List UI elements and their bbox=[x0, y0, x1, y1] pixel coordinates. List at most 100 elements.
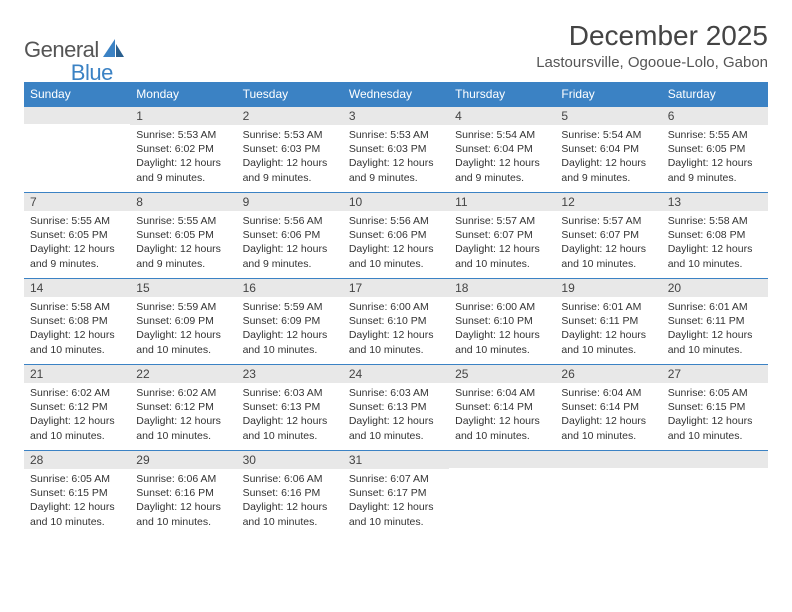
day-details: Sunrise: 6:06 AMSunset: 6:16 PMDaylight:… bbox=[130, 469, 236, 535]
day-number: 31 bbox=[343, 450, 449, 469]
day-detail-line: Daylight: 12 hours bbox=[561, 242, 655, 256]
day-number: 21 bbox=[24, 364, 130, 383]
day-header: Tuesday bbox=[237, 82, 343, 106]
day-number: 9 bbox=[237, 192, 343, 211]
day-detail-line: Sunrise: 6:01 AM bbox=[668, 300, 762, 314]
day-detail-line: Sunset: 6:07 PM bbox=[455, 228, 549, 242]
day-detail-line: Sunrise: 5:56 AM bbox=[243, 214, 337, 228]
calendar-cell: 2Sunrise: 5:53 AMSunset: 6:03 PMDaylight… bbox=[237, 106, 343, 192]
calendar-body: 1Sunrise: 5:53 AMSunset: 6:02 PMDaylight… bbox=[24, 106, 768, 536]
calendar-cell: 6Sunrise: 5:55 AMSunset: 6:05 PMDaylight… bbox=[662, 106, 768, 192]
day-detail-line: and 10 minutes. bbox=[561, 257, 655, 271]
day-detail-line: Sunrise: 6:02 AM bbox=[30, 386, 124, 400]
empty-day-head bbox=[449, 450, 555, 468]
day-detail-line: Daylight: 12 hours bbox=[30, 414, 124, 428]
day-detail-line: and 9 minutes. bbox=[349, 171, 443, 185]
day-detail-line: and 9 minutes. bbox=[243, 257, 337, 271]
day-detail-line: Sunset: 6:05 PM bbox=[136, 228, 230, 242]
day-detail-line: and 10 minutes. bbox=[30, 515, 124, 529]
day-detail-line: Sunset: 6:12 PM bbox=[30, 400, 124, 414]
day-detail-line: Daylight: 12 hours bbox=[668, 328, 762, 342]
day-detail-line: Daylight: 12 hours bbox=[668, 414, 762, 428]
day-detail-line: Daylight: 12 hours bbox=[668, 156, 762, 170]
location-text: Lastoursville, Ogooue-Lolo, Gabon bbox=[536, 54, 768, 71]
calendar-cell: 20 Sunrise: 6:01 AMSunset: 6:11 PMDayligh… bbox=[662, 278, 768, 364]
calendar-head: SundayMondayTuesdayWednesdayThursdayFrid… bbox=[24, 82, 768, 106]
day-details: Sunrise: 5:57 AMSunset: 6:07 PMDaylight:… bbox=[555, 211, 661, 277]
day-number: 24 bbox=[343, 364, 449, 383]
logo-sail-icon bbox=[103, 39, 125, 62]
day-details: Sunrise: 6:07 AMSunset: 6:17 PMDaylight:… bbox=[343, 469, 449, 535]
calendar-cell: 12Sunrise: 5:57 AMSunset: 6:07 PMDayligh… bbox=[555, 192, 661, 278]
day-detail-line: and 10 minutes. bbox=[349, 343, 443, 357]
day-detail-line: Sunset: 6:13 PM bbox=[243, 400, 337, 414]
day-details: Sunrise: 6:05 AMSunset: 6:15 PMDaylight:… bbox=[662, 383, 768, 449]
day-details: Sunrise: 6:02 AMSunset: 6:12 PMDaylight:… bbox=[130, 383, 236, 449]
day-details: Sunrise: 6:04 AMSunset: 6:14 PMDaylight:… bbox=[449, 383, 555, 449]
calendar-cell: 25Sunrise: 6:04 AMSunset: 6:14 PMDayligh… bbox=[449, 364, 555, 450]
day-detail-line: Daylight: 12 hours bbox=[136, 328, 230, 342]
day-detail-line: Sunset: 6:04 PM bbox=[561, 142, 655, 156]
logo-text-blue: Blue bbox=[71, 60, 113, 86]
day-header: Wednesday bbox=[343, 82, 449, 106]
day-number: 5 bbox=[555, 106, 661, 125]
day-details: Sunrise: 6:03 AMSunset: 6:13 PMDaylight:… bbox=[237, 383, 343, 449]
calendar-cell: 21 Sunrise: 6:02 AMSunset: 6:12 PMDayligh… bbox=[24, 364, 130, 450]
calendar-cell: 15Sunrise: 5:59 AMSunset: 6:09 PMDayligh… bbox=[130, 278, 236, 364]
day-detail-line: Sunset: 6:07 PM bbox=[561, 228, 655, 242]
calendar-week-row: 7Sunrise: 5:55 AMSunset: 6:05 PMDaylight… bbox=[24, 192, 768, 278]
day-details: Sunrise: 5:59 AMSunset: 6:09 PMDaylight:… bbox=[237, 297, 343, 363]
day-number: 7 bbox=[24, 192, 130, 211]
calendar-cell: 10Sunrise: 5:56 AMSunset: 6:06 PMDayligh… bbox=[343, 192, 449, 278]
day-number: 3 bbox=[343, 106, 449, 125]
calendar-cell: 29Sunrise: 6:06 AMSunset: 6:16 PMDayligh… bbox=[130, 450, 236, 536]
day-number: 27 bbox=[662, 364, 768, 383]
day-details: Sunrise: 6:00 AMSunset: 6:10 PMDaylight:… bbox=[449, 297, 555, 363]
day-detail-line: Sunrise: 5:59 AM bbox=[136, 300, 230, 314]
day-detail-line: Sunset: 6:11 PM bbox=[561, 314, 655, 328]
day-details: Sunrise: 6:06 AMSunset: 6:16 PMDaylight:… bbox=[237, 469, 343, 535]
day-detail-line: and 10 minutes. bbox=[668, 343, 762, 357]
day-detail-line: Daylight: 12 hours bbox=[136, 242, 230, 256]
day-detail-line: Sunset: 6:09 PM bbox=[243, 314, 337, 328]
day-detail-line: and 10 minutes. bbox=[455, 343, 549, 357]
day-detail-line: Daylight: 12 hours bbox=[243, 328, 337, 342]
day-detail-line: and 9 minutes. bbox=[30, 257, 124, 271]
day-detail-line: and 9 minutes. bbox=[136, 257, 230, 271]
day-detail-line: Sunset: 6:10 PM bbox=[349, 314, 443, 328]
day-detail-line: Daylight: 12 hours bbox=[455, 242, 549, 256]
day-detail-line: Sunset: 6:11 PM bbox=[668, 314, 762, 328]
day-detail-line: and 10 minutes. bbox=[243, 515, 337, 529]
page: General Blue December 2025 Lastoursville… bbox=[0, 0, 792, 556]
day-detail-line: Sunset: 6:03 PM bbox=[349, 142, 443, 156]
calendar-cell: 13Sunrise: 5:58 AMSunset: 6:08 PMDayligh… bbox=[662, 192, 768, 278]
day-details: Sunrise: 5:57 AMSunset: 6:07 PMDaylight:… bbox=[449, 211, 555, 277]
calendar-cell: 14Sunrise: 5:58 AMSunset: 6:08 PMDayligh… bbox=[24, 278, 130, 364]
day-details: Sunrise: 5:53 AMSunset: 6:02 PMDaylight:… bbox=[130, 125, 236, 191]
logo: General Blue bbox=[24, 26, 113, 74]
day-number: 8 bbox=[130, 192, 236, 211]
day-details: Sunrise: 5:59 AMSunset: 6:09 PMDaylight:… bbox=[130, 297, 236, 363]
calendar-cell: 9Sunrise: 5:56 AMSunset: 6:06 PMDaylight… bbox=[237, 192, 343, 278]
day-number: 16 bbox=[237, 278, 343, 297]
day-detail-line: Sunrise: 6:04 AM bbox=[455, 386, 549, 400]
day-detail-line: Daylight: 12 hours bbox=[243, 414, 337, 428]
day-number: 2 bbox=[237, 106, 343, 125]
day-header: Thursday bbox=[449, 82, 555, 106]
day-detail-line: Sunrise: 6:06 AM bbox=[243, 472, 337, 486]
day-detail-line: Sunset: 6:09 PM bbox=[136, 314, 230, 328]
day-detail-line: Daylight: 12 hours bbox=[561, 156, 655, 170]
calendar-cell: 11Sunrise: 5:57 AMSunset: 6:07 PMDayligh… bbox=[449, 192, 555, 278]
day-details: Sunrise: 6:04 AMSunset: 6:14 PMDaylight:… bbox=[555, 383, 661, 449]
day-detail-line: Sunset: 6:10 PM bbox=[455, 314, 549, 328]
day-details: Sunrise: 6:03 AMSunset: 6:13 PMDaylight:… bbox=[343, 383, 449, 449]
day-detail-line: and 9 minutes. bbox=[455, 171, 549, 185]
calendar-week-row: 21Sunrise: 6:02 AMSunset: 6:12 PMDayligh… bbox=[24, 364, 768, 450]
day-detail-line: and 10 minutes. bbox=[561, 429, 655, 443]
day-detail-line: and 10 minutes. bbox=[349, 257, 443, 271]
day-number: 26 bbox=[555, 364, 661, 383]
day-detail-line: Sunset: 6:17 PM bbox=[349, 486, 443, 500]
calendar-cell: 7Sunrise: 5:55 AMSunset: 6:05 PMDaylight… bbox=[24, 192, 130, 278]
day-detail-line: Sunset: 6:05 PM bbox=[30, 228, 124, 242]
day-number: 20 bbox=[662, 278, 768, 297]
